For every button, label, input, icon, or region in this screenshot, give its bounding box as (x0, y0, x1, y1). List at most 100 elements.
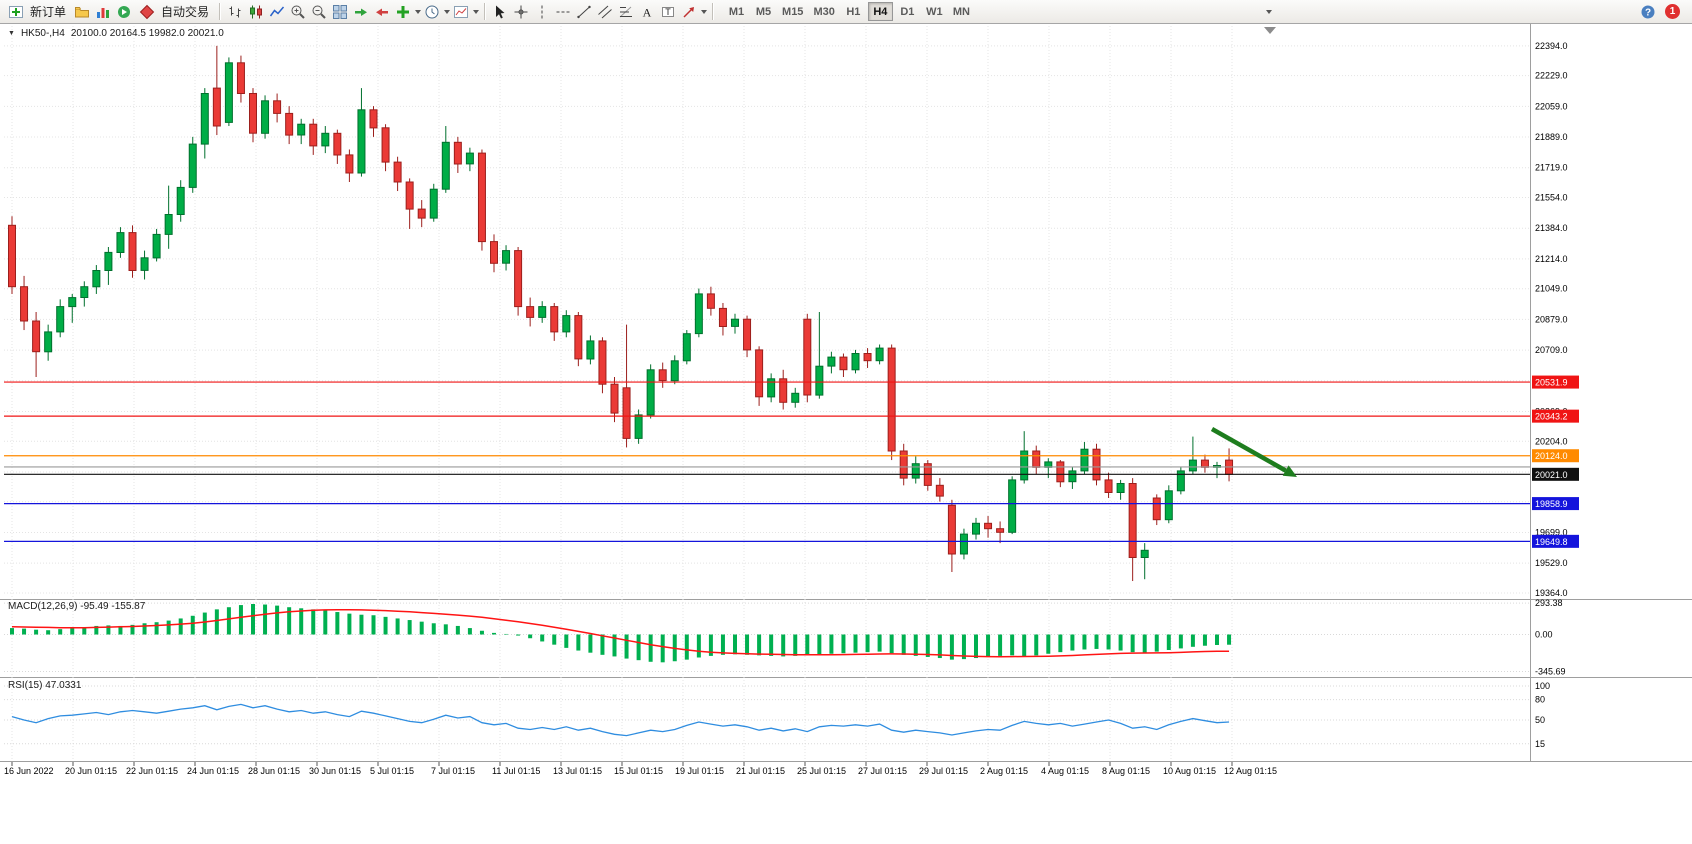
periods-icon[interactable] (422, 2, 442, 22)
svg-text:13 Jul 01:15: 13 Jul 01:15 (553, 766, 602, 776)
timeframe-m30[interactable]: M30 (809, 2, 838, 21)
candlestick-chart-icon[interactable] (246, 2, 266, 22)
chart-shift-icon[interactable] (372, 2, 392, 22)
timeframe-mn[interactable]: MN (949, 2, 974, 21)
profiles-icon[interactable] (72, 2, 92, 22)
svg-text:19 Jul 01:15: 19 Jul 01:15 (675, 766, 724, 776)
timeframe-m5[interactable]: M5 (751, 2, 776, 21)
timeframe-w1[interactable]: W1 (922, 2, 947, 21)
market-watch-icon[interactable] (93, 2, 113, 22)
svg-text:19529.0: 19529.0 (1535, 558, 1568, 568)
svg-text:19364.0: 19364.0 (1535, 588, 1568, 598)
svg-text:24 Jun 01:15: 24 Jun 01:15 (187, 766, 239, 776)
timeframe-m15[interactable]: M15 (778, 2, 807, 21)
svg-text:-345.69: -345.69 (1535, 666, 1566, 676)
svg-text:50: 50 (1535, 715, 1545, 725)
fibonacci-icon[interactable] (616, 2, 636, 22)
svg-text:20879.0: 20879.0 (1535, 314, 1568, 324)
tile-windows-icon[interactable] (330, 2, 350, 22)
collapse-triangle-icon[interactable]: ▼ (8, 30, 15, 37)
svg-text:22059.0: 22059.0 (1535, 101, 1568, 111)
svg-text:29 Jul 01:15: 29 Jul 01:15 (919, 766, 968, 776)
timeframe-h4[interactable]: H4 (867, 2, 893, 21)
svg-text:21 Jul 01:15: 21 Jul 01:15 (736, 766, 785, 776)
svg-text:293.38: 293.38 (1535, 598, 1563, 608)
svg-text:19699.0: 19699.0 (1535, 527, 1568, 537)
svg-text:21049.0: 21049.0 (1535, 284, 1568, 294)
svg-text:80: 80 (1535, 695, 1545, 705)
svg-text:22 Jun 01:15: 22 Jun 01:15 (126, 766, 178, 776)
new-order-button[interactable]: 新订单 (4, 1, 71, 22)
toolbar-separator (484, 3, 486, 20)
templates-icon[interactable] (451, 2, 471, 22)
notification-badge[interactable]: 1 (1665, 4, 1680, 19)
rsi-indicator-label: RSI(15) 47.0331 (8, 680, 82, 691)
periods-dropdown-caret[interactable] (444, 9, 451, 14)
line-chart-icon[interactable] (267, 2, 287, 22)
toolbar-separator (712, 3, 714, 20)
chart-header: ▼ HK50-,H4 20100.0 20164.5 19982.0 20021… (8, 28, 224, 39)
arrows-dropdown-caret[interactable] (701, 9, 708, 14)
horizontal-line-icon[interactable] (553, 2, 573, 22)
svg-text:21214.0: 21214.0 (1535, 254, 1568, 264)
auto-scroll-icon[interactable] (351, 2, 371, 22)
autotrading-button[interactable]: 自动交易 (135, 1, 214, 22)
svg-text:21554.0: 21554.0 (1535, 193, 1568, 203)
svg-text:20531.9: 20531.9 (1535, 378, 1568, 388)
equidistant-channel-icon[interactable] (595, 2, 615, 22)
toolbar-right: ? 1 (1638, 2, 1688, 22)
svg-text:30 Jun 01:15: 30 Jun 01:15 (309, 766, 361, 776)
svg-text:20021.0: 20021.0 (1535, 470, 1568, 480)
text-label-icon[interactable]: T (658, 2, 678, 22)
svg-text:8 Aug 01:15: 8 Aug 01:15 (1102, 766, 1150, 776)
svg-text:A: A (643, 5, 652, 19)
cursor-icon[interactable] (490, 2, 510, 22)
navigator-icon[interactable] (114, 2, 134, 22)
timeframe-h1[interactable]: H1 (841, 2, 866, 21)
svg-text:20124.0: 20124.0 (1535, 451, 1568, 461)
svg-text:28 Jun 01:15: 28 Jun 01:15 (248, 766, 300, 776)
arrows-icon[interactable] (679, 2, 699, 22)
timeframe-m1[interactable]: M1 (724, 2, 749, 21)
price-axis[interactable]: 19364.019529.019699.019869.020034.020204… (1535, 41, 1568, 749)
svg-text:27 Jul 01:15: 27 Jul 01:15 (858, 766, 907, 776)
crosshair-icon[interactable] (511, 2, 531, 22)
svg-text:22229.0: 22229.0 (1535, 71, 1568, 81)
svg-text:19858.9: 19858.9 (1535, 499, 1568, 509)
indicators-icon[interactable] (393, 2, 413, 22)
trend-arrow-annotation[interactable] (1210, 427, 1297, 477)
svg-text:16 Jun 2022: 16 Jun 2022 (4, 766, 54, 776)
candlestick-series (8, 45, 1234, 582)
svg-text:15: 15 (1535, 739, 1545, 749)
svg-text:20 Jun 01:15: 20 Jun 01:15 (65, 766, 117, 776)
trendline-icon[interactable] (574, 2, 594, 22)
toolbar-overflow-icon[interactable] (1266, 10, 1272, 14)
text-icon[interactable]: A (637, 2, 657, 22)
vertical-line-icon[interactable] (532, 2, 552, 22)
help-icon[interactable]: ? (1638, 2, 1658, 22)
timeframe-group: M1 M5 M15 M30 H1 H4 D1 W1 MN (724, 2, 974, 21)
zoom-out-icon[interactable] (309, 2, 329, 22)
svg-text:?: ? (1645, 7, 1651, 18)
new-order-label: 新订单 (30, 5, 67, 19)
svg-text:11 Jul 01:15: 11 Jul 01:15 (492, 766, 540, 776)
timeframe-d1[interactable]: D1 (895, 2, 920, 21)
svg-text:21384.0: 21384.0 (1535, 223, 1568, 233)
svg-text:19649.8: 19649.8 (1535, 537, 1568, 547)
svg-text:21719.0: 21719.0 (1535, 163, 1568, 173)
grid-lines (0, 24, 1692, 762)
zoom-in-icon[interactable] (288, 2, 308, 22)
time-axis[interactable]: 16 Jun 2022 20 Jun 01:15 22 Jun 01:15 24 Ju… (4, 762, 1277, 776)
ohlc-bars-icon[interactable] (225, 2, 245, 22)
templates-dropdown-caret[interactable] (473, 9, 480, 14)
new-order-icon (6, 2, 26, 22)
indicators-dropdown-caret[interactable] (415, 9, 422, 14)
autotrading-label: 自动交易 (161, 5, 210, 19)
svg-text:15 Jul 01:15: 15 Jul 01:15 (614, 766, 663, 776)
chart-symbol-period: HK50-,H4 (20, 28, 65, 39)
autotrading-icon (137, 2, 157, 22)
svg-text:20204.0: 20204.0 (1535, 436, 1568, 446)
svg-text:100: 100 (1535, 681, 1550, 691)
